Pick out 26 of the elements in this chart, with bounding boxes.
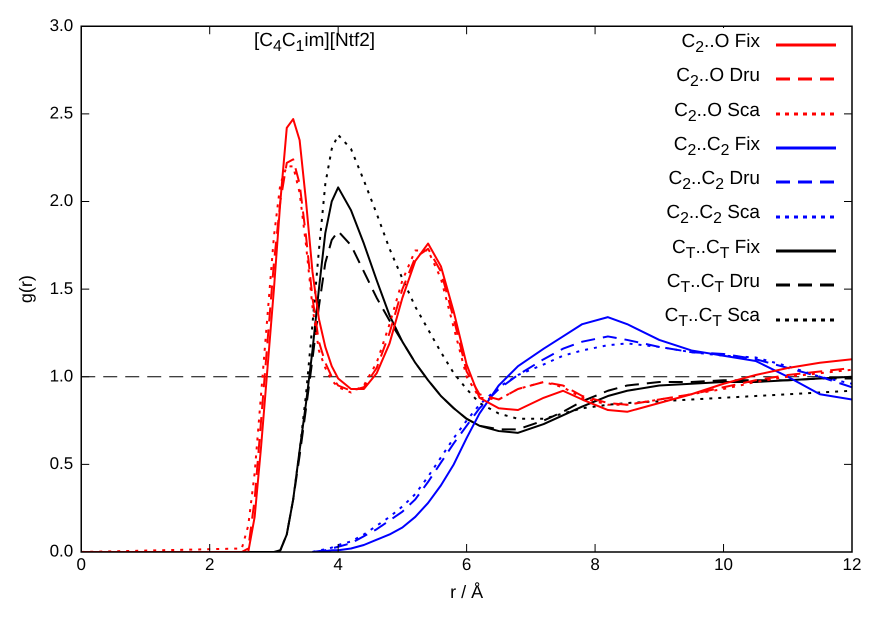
legend-label: C$_{2}$..O Dru bbox=[676, 64, 760, 92]
legend-label: C$_{2}$..C$_{2}$ Sca bbox=[666, 201, 760, 230]
x-tick-label: 4 bbox=[333, 554, 343, 574]
y-axis-title: g(r) bbox=[16, 275, 36, 304]
legend-label: C$_{T}$..C$_{T}$ Sca bbox=[664, 304, 760, 332]
legend-label: C$_{T}$..C$_{T}$ Dru bbox=[666, 270, 760, 298]
y-tick-label: 1.0 bbox=[50, 366, 74, 386]
x-axis-title: r / Å bbox=[450, 582, 484, 602]
x-tick-label: 6 bbox=[462, 554, 472, 574]
x-tick-label: 12 bbox=[842, 554, 862, 574]
annotation: [C$_{4}$C$_{1}$im][Ntf2] bbox=[254, 30, 376, 56]
legend-label: C$_{2}$..C$_{2}$ Fix bbox=[674, 132, 760, 161]
x-tick-label: 2 bbox=[204, 554, 214, 574]
legend-label: C$_{T}$..C$_{T}$ Fix bbox=[672, 236, 760, 264]
x-tick-label: 0 bbox=[76, 554, 86, 574]
legend-label: C$_{2}$..O Fix bbox=[682, 30, 760, 58]
y-tick-label: 2.5 bbox=[50, 104, 74, 123]
legend-label: C$_{2}$..C$_{2}$ Dru bbox=[668, 167, 760, 195]
x-tick-label: 8 bbox=[590, 554, 600, 574]
y-tick-label: 3.0 bbox=[50, 16, 74, 35]
y-tick-label: 0.5 bbox=[50, 454, 74, 474]
y-tick-label: 2.0 bbox=[50, 191, 74, 210]
x-tick-label: 10 bbox=[714, 554, 733, 574]
y-tick-label: 0.0 bbox=[50, 542, 74, 561]
legend-label: C$_{2}$..O Sca bbox=[674, 98, 760, 126]
y-tick-label: 1.5 bbox=[50, 278, 74, 298]
